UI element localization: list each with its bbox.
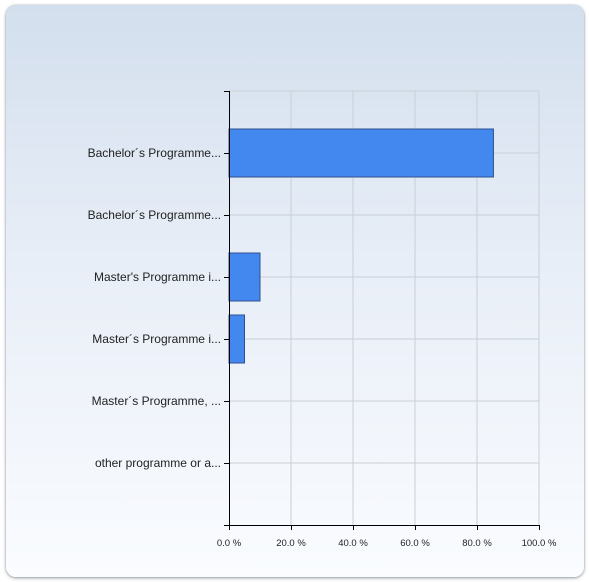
bar-chart: Bachelor´s Programme... Bachelor´s Progra… xyxy=(88,90,557,549)
bar xyxy=(228,314,245,364)
x-tick-label: 20.0 % xyxy=(276,538,306,549)
bar xyxy=(228,128,494,178)
category-label: Master´s Programme, ... xyxy=(92,394,221,408)
category-label: Master´s Programme i... xyxy=(92,332,221,346)
x-tick-label: 0.0 % xyxy=(217,538,242,549)
category-label: other programme or a... xyxy=(95,456,221,470)
x-tick-label: 60.0 % xyxy=(400,538,430,549)
category-labels: Bachelor´s Programme... Bachelor´s Progra… xyxy=(88,146,221,470)
category-label: Bachelor´s Programme... xyxy=(88,146,221,160)
bars xyxy=(228,128,494,364)
chart-panel: Bachelor´s Programme... Bachelor´s Progra… xyxy=(6,5,584,577)
bar xyxy=(228,252,261,302)
category-label: Bachelor´s Programme... xyxy=(88,208,221,222)
x-tick-label: 40.0 % xyxy=(338,538,368,549)
x-tick-label: 100.0 % xyxy=(522,538,557,549)
x-tick-label: 80.0 % xyxy=(462,538,492,549)
axes xyxy=(224,91,540,530)
x-tick-labels: 0.0 % 20.0 % 40.0 % 60.0 % 80.0 % 100.0 % xyxy=(217,538,557,549)
category-label: Master's Programme i... xyxy=(94,270,221,284)
